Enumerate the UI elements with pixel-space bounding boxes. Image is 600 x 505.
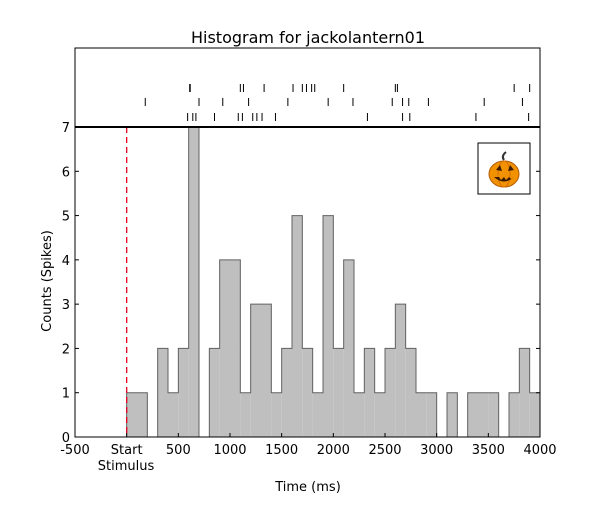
y-tick-label: 3 [62,298,70,313]
x-tick-label: Start [111,443,143,458]
x-axis-ticks: -500 Start 500 1000 1500 2000 2500 3000 3500 4000 [60,433,557,458]
x-tick-label: 4000 [523,443,556,458]
y-tick-label: 6 [62,165,70,180]
histogram-bar [416,392,427,437]
x-tick-label: 2000 [317,443,350,458]
histogram-bar [519,348,530,437]
histogram-bar [426,392,437,437]
jack-o-lantern-icon [488,151,520,188]
plot-frame [74,47,541,438]
histogram-bar [364,348,375,437]
inset-image [477,142,531,195]
histogram-bar [250,304,261,437]
histogram-bar [509,392,520,437]
histogram-bar [343,259,354,437]
histogram-bars [126,126,541,438]
x-tick-label: 1500 [265,443,298,458]
histogram-bar [209,348,220,437]
y-tick-label: 1 [62,387,70,402]
y-tick-label: 7 [62,121,70,136]
x-tick-sublabel: Stimulus [98,459,155,474]
histogram-bar [478,392,489,437]
chart-title: Histogram for jackolantern01 [191,28,425,47]
x-tick-label: 2500 [368,443,401,458]
histogram-bar [374,392,385,437]
y-tick-label: 4 [62,254,70,269]
y-tick-label: 0 [62,431,70,446]
histogram-bar [395,304,406,437]
histogram-bar [447,392,458,437]
x-tick-label: 500 [166,443,191,458]
x-tick-label: 3500 [472,443,505,458]
histogram-bar [261,304,272,437]
y-tick-label: 2 [62,342,70,357]
histogram-bar [168,392,179,437]
x-axis-label: Time (ms) [274,480,341,495]
y-axis-ticks: 0 1 2 3 4 5 6 7 [62,121,540,446]
histogram-bar [323,215,334,437]
histogram-bar [488,392,499,437]
histogram-bar [137,392,148,437]
y-tick-label: 5 [62,210,70,225]
histogram-bar [230,259,241,437]
histogram-bar [333,348,344,437]
y-axis-label: Counts (Spikes) [40,230,55,332]
histogram-bar [312,392,323,437]
histogram-bar [292,215,303,437]
spike-raster [144,84,531,121]
histogram-bar [240,392,251,437]
histogram-bar [157,348,168,437]
x-tick-label: -500 [60,443,90,458]
histogram-bar [281,348,292,437]
histogram-bar [405,348,416,437]
histogram-bar [302,348,313,437]
histogram-bar [467,392,478,437]
histogram-bar [271,392,282,437]
histogram-bar [385,348,396,437]
histogram-bar [529,392,540,437]
histogram-bar [178,348,189,437]
x-tick-label: 1000 [213,443,246,458]
x-tick-label: 3000 [420,443,453,458]
histogram-bar [219,259,230,437]
histogram-bar [188,127,199,437]
histogram-bar [354,392,365,437]
histogram-bar [126,392,137,437]
axes [74,47,541,438]
